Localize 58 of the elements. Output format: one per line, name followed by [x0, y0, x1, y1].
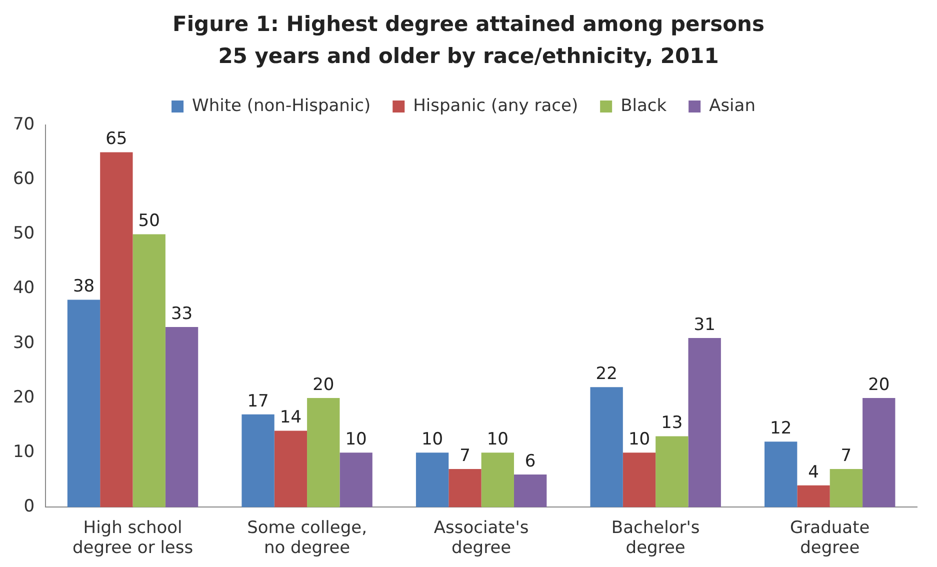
- legend-label: Asian: [709, 96, 756, 116]
- x-tick-label: Associate's degree: [434, 518, 529, 558]
- data-label: 22: [596, 364, 618, 384]
- bar: [862, 398, 896, 508]
- data-label: 6: [524, 451, 536, 472]
- bar: [622, 452, 656, 508]
- data-label: 20: [868, 374, 890, 395]
- y-tick-label: 50: [12, 224, 35, 244]
- data-label: 12: [770, 418, 792, 439]
- data-label: 65: [106, 129, 128, 150]
- bar: [416, 452, 449, 508]
- bar: [448, 468, 482, 508]
- bar: [797, 485, 830, 508]
- y-tick-label: 70: [12, 114, 35, 134]
- bar: [830, 468, 863, 508]
- data-label: 17: [247, 391, 269, 412]
- data-label: 38: [72, 276, 95, 297]
- y-tick-label: 30: [12, 332, 35, 353]
- chart-title: Figure 1: Highest degree attained among persons 25 years and older by race/ethnicity, 2011: [172, 11, 766, 70]
- bar: [165, 327, 198, 508]
- data-label: 10: [421, 430, 444, 450]
- data-label: 33: [170, 304, 193, 324]
- y-tick-label: 60: [12, 169, 35, 190]
- bar: [590, 387, 623, 508]
- x-tick-label: Graduate degree: [790, 518, 870, 558]
- y-tick-label: 0: [24, 496, 35, 517]
- data-label: 50: [138, 211, 160, 232]
- bar: [340, 452, 372, 508]
- bar: [242, 414, 274, 508]
- data-label: 13: [661, 413, 683, 434]
- data-label: 7: [840, 446, 852, 466]
- legend-label: Hispanic (any race): [413, 96, 578, 116]
- x-tick-label: Bachelor's degree: [611, 518, 700, 558]
- legend-label: White (non-Hispanic): [192, 96, 371, 116]
- y-tick-label: 40: [12, 278, 35, 298]
- data-label: 20: [312, 374, 334, 395]
- bar: [481, 452, 514, 508]
- x-tick-label: High school degree or less: [72, 518, 194, 558]
- data-label: 10: [628, 430, 650, 450]
- data-label: 4: [808, 462, 819, 482]
- data-label: 14: [280, 408, 302, 428]
- bar: [514, 474, 547, 508]
- data-label: 31: [694, 314, 716, 335]
- data-label: 10: [486, 430, 508, 450]
- legend-label: Black: [620, 96, 667, 116]
- y-tick-label: 20: [12, 387, 35, 408]
- bar: [274, 430, 308, 508]
- bar: [656, 436, 688, 508]
- data-label: 7: [460, 446, 470, 466]
- data-label: 10: [345, 430, 367, 450]
- bar: [132, 234, 166, 508]
- bar: [764, 442, 798, 508]
- bar: [307, 398, 340, 508]
- bar: [688, 338, 721, 508]
- y-tick-label: 10: [12, 442, 35, 462]
- bar: [67, 300, 100, 508]
- x-tick-label: Some college, no degree: [247, 518, 368, 558]
- bar: [100, 152, 133, 508]
